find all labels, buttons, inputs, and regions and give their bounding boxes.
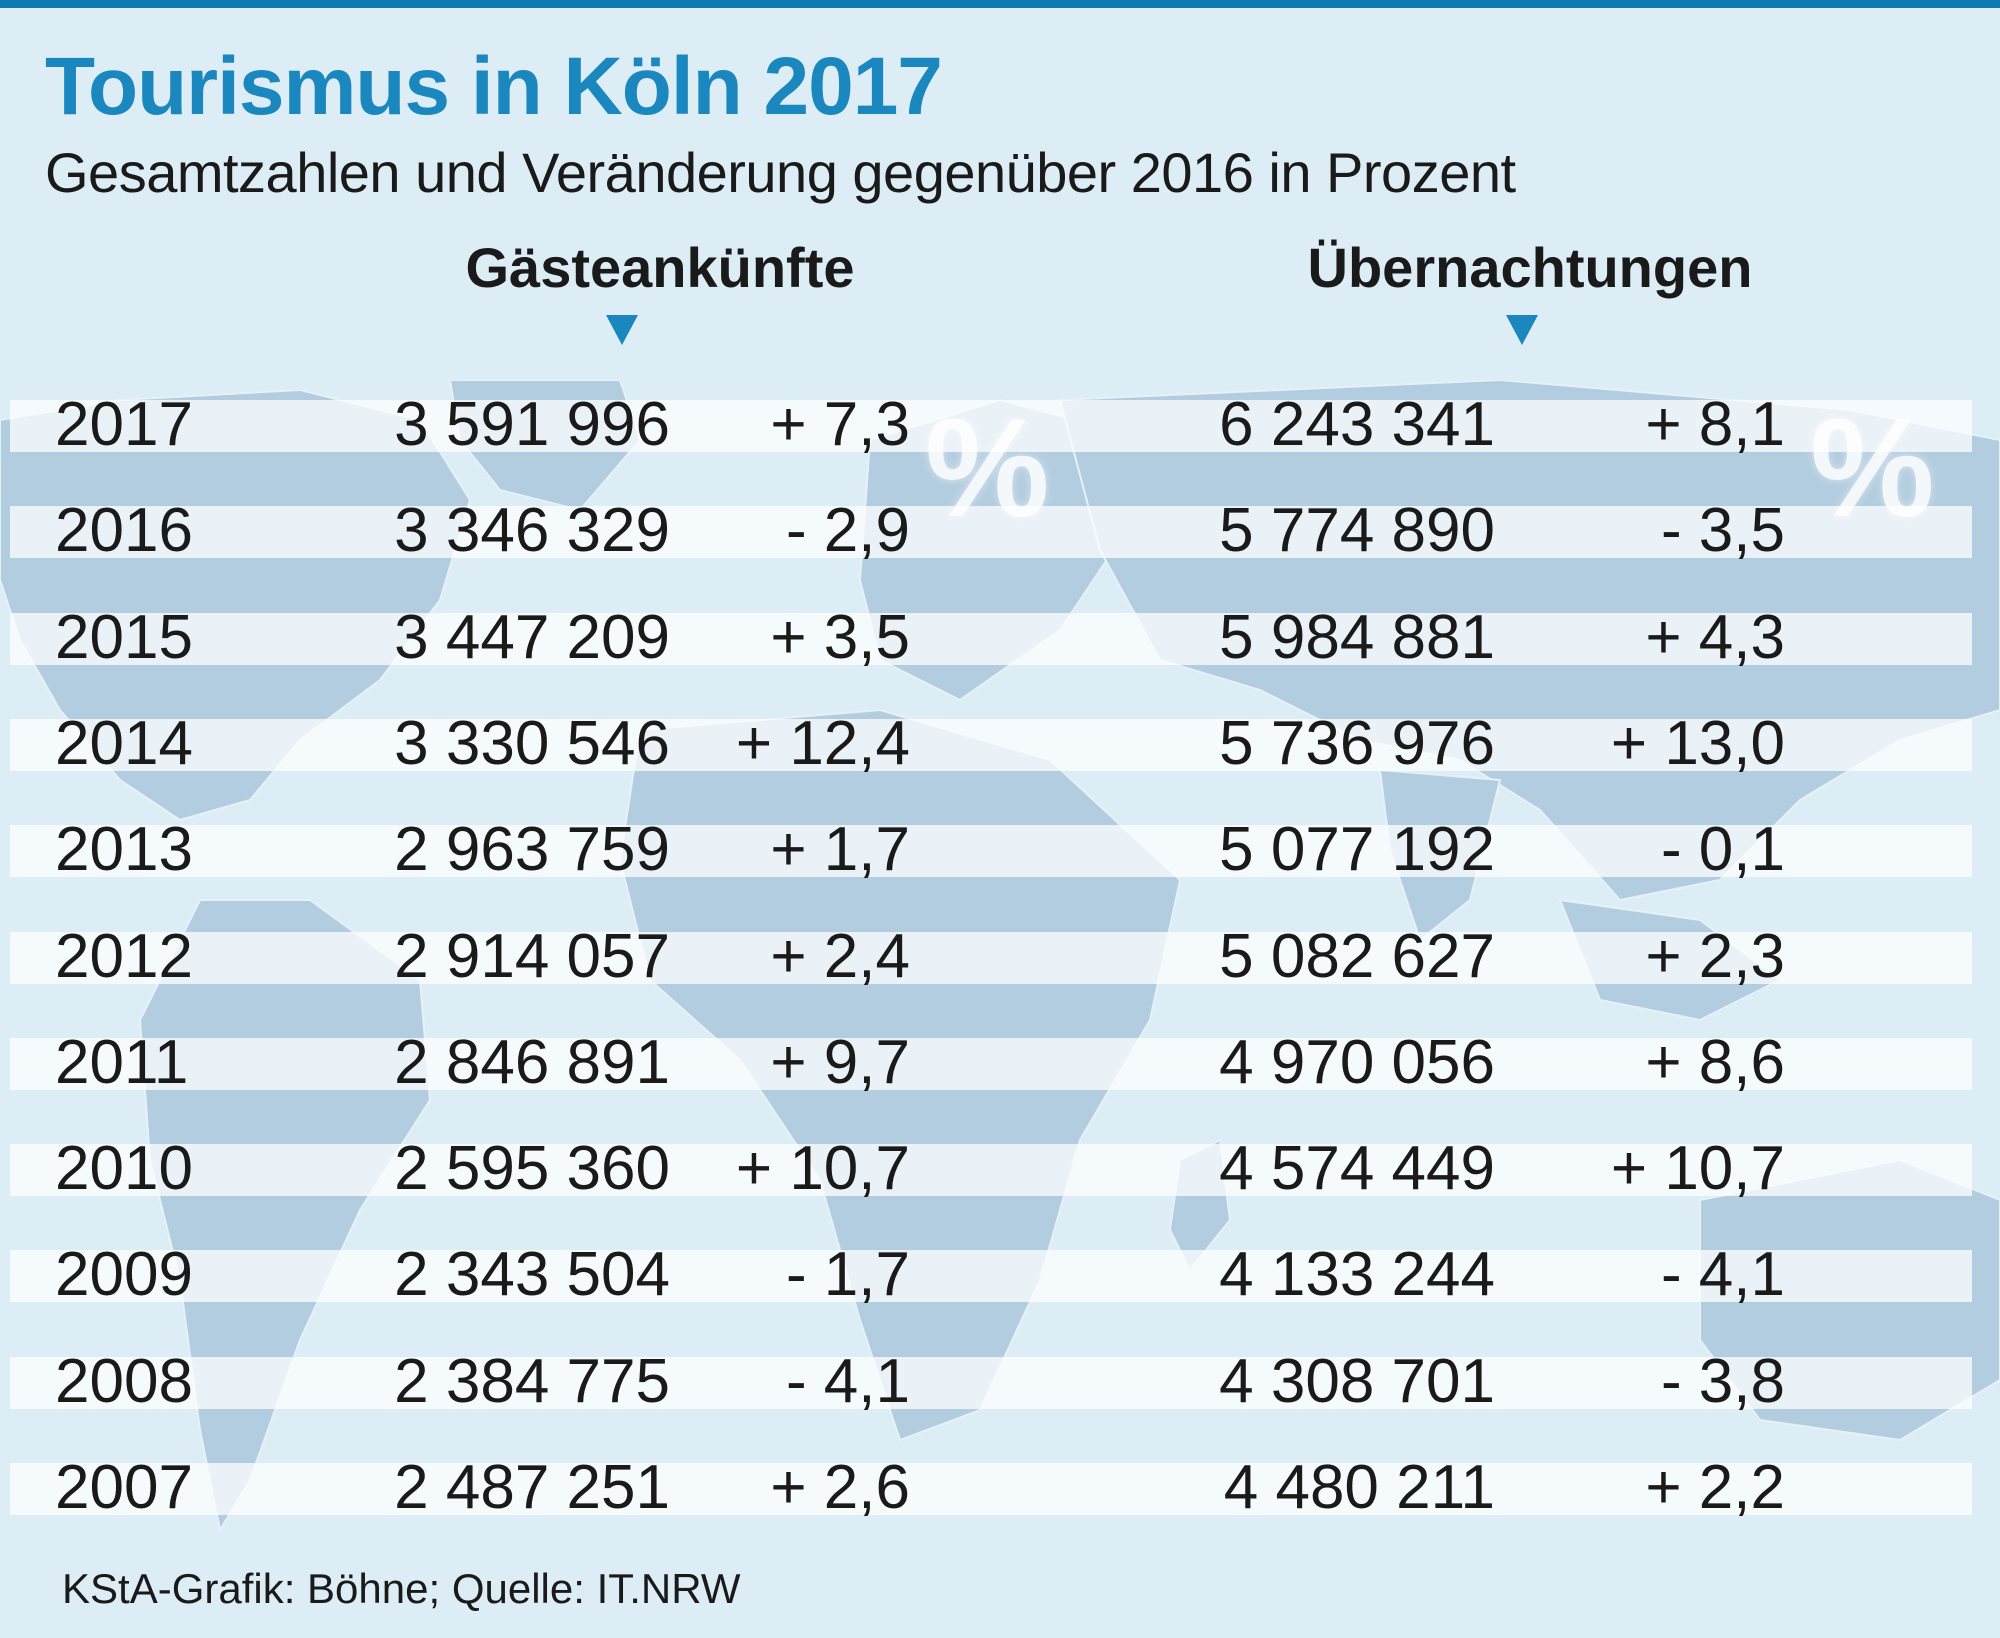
overnights-value: 5 984 881 (1219, 603, 1495, 672)
arrivals-change: + 12,4 (735, 709, 910, 778)
overnights-value: 4 308 701 (1219, 1347, 1495, 1416)
overnights-change: - 3,8 (1660, 1347, 1785, 1416)
overnights-change: + 8,1 (1645, 390, 1785, 459)
row-band (10, 932, 1972, 984)
year-cell: 2009 (55, 1240, 193, 1309)
overnights-change: + 10,7 (1610, 1134, 1785, 1203)
column-header-arrivals: Gästeankünfte (465, 236, 855, 299)
row-band (10, 1357, 1972, 1409)
arrivals-change: + 7,3 (770, 390, 910, 459)
row-band (10, 1038, 1972, 1090)
overnights-change: - 3,5 (1660, 496, 1785, 565)
overnights-value: 4 133 244 (1219, 1240, 1495, 1309)
overnights-change: + 13,0 (1610, 709, 1785, 778)
overnights-value: 6 243 341 (1219, 390, 1495, 459)
chart-subtitle: Gesamtzahlen und Veränderung gegenüber 2… (45, 141, 1516, 204)
arrivals-change: - 4,1 (785, 1347, 910, 1416)
arrivals-value: 3 346 329 (394, 496, 670, 565)
percent-mark-arrivals: % (925, 389, 1050, 546)
table-row: 2011 2 846 891 + 9,7 4 970 056 + 8,6 (10, 1018, 1972, 1124)
row-band (10, 825, 1972, 877)
year-cell: 2007 (55, 1453, 193, 1522)
arrivals-change: + 2,4 (770, 922, 910, 991)
year-cell: 2012 (55, 922, 193, 991)
arrivals-value: 3 330 546 (394, 709, 670, 778)
year-cell: 2017 (55, 390, 193, 459)
year-cell: 2010 (55, 1134, 193, 1203)
arrivals-change: - 1,7 (785, 1240, 910, 1309)
table-row: 2015 3 447 209 + 3,5 5 984 881 + 4,3 (10, 593, 1972, 699)
row-band (10, 1463, 1972, 1515)
overnights-value: 4 970 056 (1219, 1028, 1495, 1097)
table-row: 2013 2 963 759 + 1,7 5 077 192 - 0,1 (10, 805, 1972, 911)
table-row: 2010 2 595 360 + 10,7 4 574 449 + 10,7 (10, 1124, 1972, 1230)
source-credit: KStA-Grafik: Böhne; Quelle: IT.NRW (62, 1565, 741, 1612)
arrivals-value: 2 595 360 (394, 1134, 670, 1203)
overnights-value: 4 480 211 (1223, 1453, 1495, 1522)
overnights-change: - 0,1 (1660, 815, 1785, 884)
arrivals-change: + 3,5 (770, 603, 910, 672)
arrivals-value: 3 447 209 (394, 603, 670, 672)
overnights-value: 5 774 890 (1219, 496, 1495, 565)
table-row: 2017 3 591 996 + 7,3 6 243 341 + 8,1 (10, 380, 1972, 486)
arrivals-change: + 10,7 (735, 1134, 910, 1203)
arrivals-change: - 2,9 (785, 496, 910, 565)
overnights-change: + 8,6 (1645, 1028, 1785, 1097)
overnights-value: 4 574 449 (1219, 1134, 1495, 1203)
table-row: 2014 3 330 546 + 12,4 5 736 976 + 13,0 (10, 699, 1972, 805)
table-row: 2012 2 914 057 + 2,4 5 082 627 + 2,3 (10, 912, 1972, 1018)
year-cell: 2008 (55, 1347, 193, 1416)
arrivals-value: 2 963 759 (394, 815, 670, 884)
arrivals-change: + 1,7 (770, 815, 910, 884)
arrivals-value: 3 591 996 (394, 390, 670, 459)
arrivals-change: + 2,6 (770, 1453, 910, 1522)
arrivals-change: + 9,7 (770, 1028, 910, 1097)
year-cell: 2015 (55, 603, 193, 672)
arrivals-value: 2 846 891 (394, 1028, 670, 1097)
overnights-value: 5 082 627 (1219, 922, 1495, 991)
row-band (10, 613, 1972, 665)
table-row: 2009 2 343 504 - 1,7 4 133 244 - 4,1 (10, 1230, 1972, 1336)
overnights-change: - 4,1 (1660, 1240, 1785, 1309)
row-band (10, 719, 1972, 771)
overnights-change: + 2,3 (1645, 922, 1785, 991)
row-band (10, 1250, 1972, 1302)
percent-mark-overnights: % (1810, 389, 1935, 546)
year-cell: 2016 (55, 496, 193, 565)
overnights-value: 5 736 976 (1219, 709, 1495, 778)
table-row: 2008 2 384 775 - 4,1 4 308 701 - 3,8 (10, 1337, 1972, 1443)
column-header-overnights: Übernachtungen (1307, 236, 1753, 299)
row-band (10, 1144, 1972, 1196)
year-cell: 2014 (55, 709, 193, 778)
arrivals-value: 2 343 504 (394, 1240, 670, 1309)
chart-title: Tourismus in Köln 2017 (45, 41, 943, 132)
arrivals-arrow-icon (606, 315, 638, 345)
row-band (10, 400, 1972, 452)
top-accent-bar (0, 0, 2000, 8)
overnights-change: + 4,3 (1645, 603, 1785, 672)
overnights-arrow-icon (1506, 315, 1538, 345)
arrivals-value: 2 487 251 (394, 1453, 670, 1522)
arrivals-value: 2 914 057 (394, 922, 670, 991)
year-cell: 2011 (55, 1028, 189, 1097)
row-band (10, 506, 1972, 558)
table-row: 2007 2 487 251 + 2,6 4 480 211 + 2,2 (10, 1443, 1972, 1549)
table-row: 2016 3 346 329 - 2,9 5 774 890 - 3,5 (10, 486, 1972, 592)
overnights-value: 5 077 192 (1219, 815, 1495, 884)
year-cell: 2013 (55, 815, 193, 884)
overnights-change: + 2,2 (1645, 1453, 1785, 1522)
arrivals-value: 2 384 775 (394, 1347, 670, 1416)
